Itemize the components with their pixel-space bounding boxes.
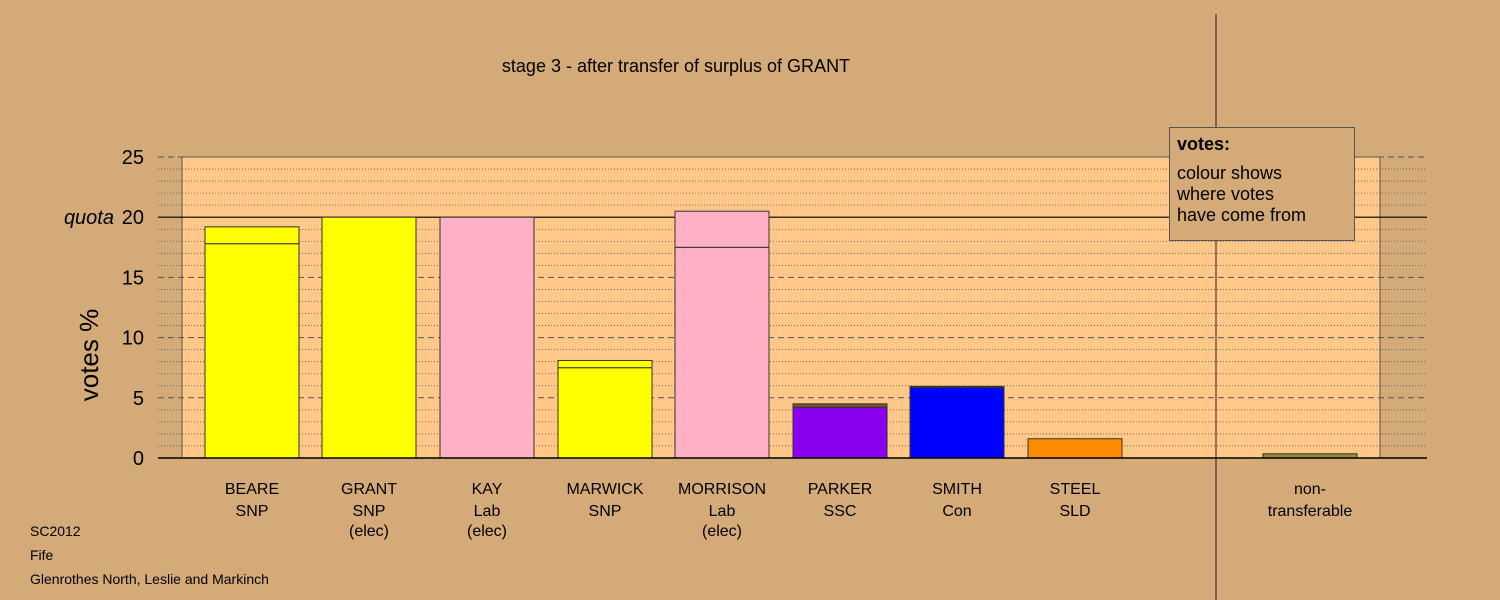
- y-tick-label-25: 25: [122, 147, 144, 169]
- category-name-3: KAY: [472, 481, 503, 498]
- bar-segment-1-1: [204, 243, 300, 459]
- legend-line-2: where votes: [1177, 184, 1275, 204]
- y-tick-label-10: 10: [122, 328, 144, 350]
- footer-council: Fife: [30, 547, 54, 563]
- bar-segment-4-2: [557, 359, 653, 369]
- bar-segment-3-1: [439, 216, 535, 459]
- legend-line-1: colour shows: [1177, 163, 1283, 183]
- bar-segment-4-1: [557, 367, 653, 459]
- chart-title: stage 3 - after transfer of surplus of G…: [502, 56, 850, 76]
- bar-segment-6-1: [792, 406, 888, 459]
- category-name-6: PARKER: [808, 481, 873, 498]
- bar-segment-5-2: [674, 210, 770, 248]
- footer-election: SC2012: [30, 523, 81, 539]
- category-party-4: SNP: [589, 503, 622, 520]
- bar-segment-2-1: [321, 216, 417, 459]
- category-name-10: non-: [1294, 481, 1326, 498]
- category-name-8: STEEL: [1050, 481, 1101, 498]
- y-tick-label-5: 5: [133, 388, 144, 410]
- category-party-6: SSC: [824, 503, 857, 520]
- bar-segment-1-2: [204, 226, 300, 245]
- category-note-2: (elec): [349, 523, 389, 540]
- legend-line-3: have come from: [1177, 205, 1307, 225]
- category-party-8: SLD: [1059, 503, 1090, 520]
- category-party-3: Lab: [474, 503, 501, 520]
- footer-ward: Glenrothes North, Leslie and Markinch: [30, 571, 269, 587]
- category-name-1: BEARE: [225, 481, 279, 498]
- legend-box: votes: colour shows where votes have com…: [1169, 127, 1355, 241]
- legend-title: votes:: [1177, 134, 1231, 154]
- y-tick-label-15: 15: [122, 267, 144, 289]
- category-party-10: transferable: [1268, 503, 1353, 520]
- bar-segment-5-1: [674, 246, 770, 459]
- category-note-5: (elec): [702, 523, 742, 540]
- bar-segment-7-1: [909, 387, 1005, 459]
- category-party-5: Lab: [709, 503, 736, 520]
- category-name-5: MORRISON: [678, 481, 766, 498]
- category-name-2: GRANT: [341, 481, 397, 498]
- y-axis-label: votes %: [74, 309, 104, 402]
- bar-segment-8-1: [1027, 438, 1123, 459]
- bar-segment-7-2: [909, 385, 1005, 389]
- category-name-4: MARWICK: [566, 481, 643, 498]
- category-note-3: (elec): [467, 523, 507, 540]
- category-party-1: SNP: [236, 503, 269, 520]
- y-tick-label-20: 20: [122, 207, 144, 229]
- category-party-2: SNP: [353, 503, 386, 520]
- category-party-7: Con: [942, 503, 971, 520]
- category-name-7: SMITH: [932, 481, 982, 498]
- bar-segment-6-2: [792, 403, 888, 408]
- quota-label: quota: [64, 207, 114, 229]
- y-tick-label-0: 0: [133, 448, 144, 470]
